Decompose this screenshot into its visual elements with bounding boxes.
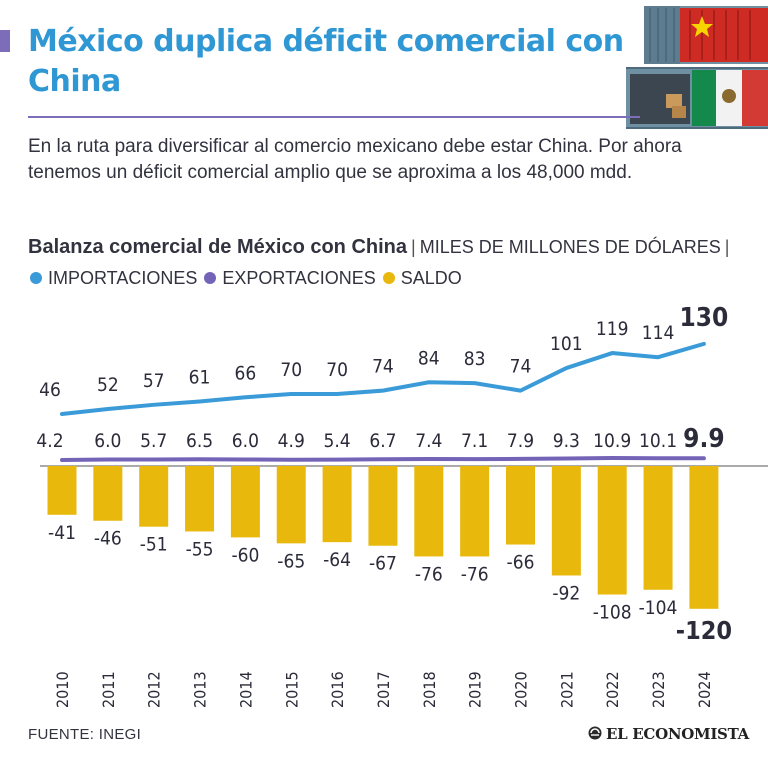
balance-bar: [551, 466, 581, 576]
year-tick-label: 2024: [695, 671, 714, 708]
exports-value-label: 6.5: [186, 430, 213, 452]
balance-value-label: -64: [323, 549, 351, 571]
exports-value-label: 5.7: [140, 430, 167, 452]
chart-unit: MILES DE MILLONES DE DÓLARES: [419, 237, 721, 257]
year-tick-label: 2014: [236, 671, 255, 708]
year-tick-label: 2011: [99, 671, 118, 708]
year-tick-label: 2016: [328, 671, 347, 708]
year-tick-label: 2023: [649, 671, 668, 708]
balance-bar: [597, 466, 627, 595]
legend-imports-label: IMPORTACIONES: [48, 268, 198, 288]
legend-imports-swatch: [30, 272, 42, 284]
legend-exports: EXPORTACIONES: [202, 268, 376, 288]
page-title: México duplica déficit comercial con Chi…: [28, 24, 624, 99]
year-tick-label: 2015: [282, 671, 301, 708]
title-accent-bar: [0, 30, 10, 52]
year-tick-label: 2019: [466, 671, 485, 708]
year-tick-label: 2013: [191, 671, 210, 708]
imports-value-label: 70: [280, 359, 302, 381]
imports-value-label: 46: [39, 379, 61, 401]
brand-globe-icon: [588, 726, 602, 740]
exports-value-label: 10.9: [593, 430, 631, 452]
balance-bar: [506, 466, 535, 545]
imports-value-label: 57: [143, 370, 165, 392]
balance-bar: [47, 466, 77, 515]
imports-value-label: 66: [235, 362, 257, 384]
imports-value-label: 61: [189, 366, 211, 388]
balance-value-label: -120: [676, 616, 732, 645]
balance-bar: [93, 466, 123, 521]
shipping-containers-illustration: [626, 6, 768, 129]
balance-value-label: -60: [231, 544, 259, 566]
balance-bar: [368, 466, 398, 546]
balance-bar: [185, 466, 215, 532]
intro-text: En la ruta para diversificar al comercio…: [28, 136, 682, 183]
imports-value-label: 101: [550, 333, 583, 355]
balance-value-label: -46: [94, 528, 122, 550]
balance-value-label: -76: [415, 563, 443, 585]
legend-balance-swatch: [382, 272, 395, 284]
year-tick-label: 2022: [603, 671, 622, 708]
exports-line: [60, 455, 706, 462]
exports-value-label: 7.4: [415, 430, 442, 452]
exports-value-label: 4.2: [36, 430, 63, 452]
balance-value-label: -67: [369, 553, 397, 575]
legend-balance: SALDO: [381, 268, 462, 288]
exports-value-label: 9.9: [683, 424, 724, 454]
exports-value-label: 5.4: [324, 430, 351, 452]
exports-value-label: 4.9: [278, 430, 305, 452]
imports-value-label: 52: [97, 374, 119, 396]
balance-bar: [139, 466, 169, 527]
legend-exports-swatch: [204, 272, 217, 284]
balance-value-label: -104: [639, 597, 678, 619]
year-tick-label: 2012: [145, 671, 164, 708]
balance-value-label: -55: [186, 538, 214, 560]
balance-bar: [643, 466, 673, 590]
balance-value-label: -76: [461, 563, 489, 585]
year-tick-label: 2021: [557, 671, 576, 708]
chart-title: Balanza comercial de México con China: [28, 236, 408, 258]
imports-value-label: 119: [596, 318, 629, 340]
balance-bar: [322, 466, 352, 543]
exports-value-label: 6.7: [369, 430, 396, 452]
balance-value-label: -51: [140, 534, 168, 556]
balance-value-label: -65: [277, 550, 305, 572]
balance-bar: [414, 466, 444, 557]
imports-value-label: 83: [464, 348, 486, 370]
year-tick-label: 2018: [420, 671, 439, 708]
legend-balance-label: SALDO: [400, 268, 462, 288]
balance-value-label: -108: [593, 602, 632, 624]
exports-value-label: 6.0: [232, 430, 259, 452]
exports-value-label: 9.3: [553, 430, 580, 452]
imports-value-label: 74: [510, 356, 532, 378]
year-tick-label: 2017: [374, 671, 393, 708]
exports-value-label: 10.1: [639, 430, 677, 452]
imports-value-label: 70: [326, 359, 348, 381]
exports-value-label: 7.1: [461, 430, 488, 452]
brand-name: EL ECONOMISTA: [606, 725, 749, 743]
imports-value-label: 84: [418, 347, 440, 369]
balance-value-label: -41: [48, 522, 76, 544]
balance-bar: [276, 466, 306, 544]
balance-value-label: -66: [507, 552, 535, 574]
brand-logo: EL ECONOMISTA: [588, 723, 749, 745]
year-tick-label: 2020: [512, 671, 531, 708]
year-tick-label: 2010: [53, 671, 72, 708]
source-note: FUENTE: INEGI: [28, 726, 142, 743]
exports-value-label: 7.9: [507, 430, 534, 452]
legend-imports: IMPORTACIONES: [28, 268, 197, 288]
legend-exports-label: EXPORTACIONES: [222, 268, 376, 288]
trade-balance-chart: -41 -46 -51 -55 -60 -65 -64 -67 -76 -76 -66 -92 -108…: [36, 303, 768, 708]
balance-bar: [230, 466, 260, 538]
imports-value-label: 130: [679, 303, 728, 333]
imports-value-label: 74: [372, 356, 394, 378]
balance-value-label: -92: [552, 582, 580, 604]
imports-line: [60, 341, 706, 416]
title-divider: [28, 116, 640, 118]
imports-value-label: 114: [642, 322, 675, 344]
exports-value-label: 6.0: [94, 430, 121, 452]
balance-bar: [460, 466, 490, 557]
balance-bar: [689, 466, 719, 609]
chart-heading: Balanza comercial de México con China | MI…: [28, 236, 730, 288]
